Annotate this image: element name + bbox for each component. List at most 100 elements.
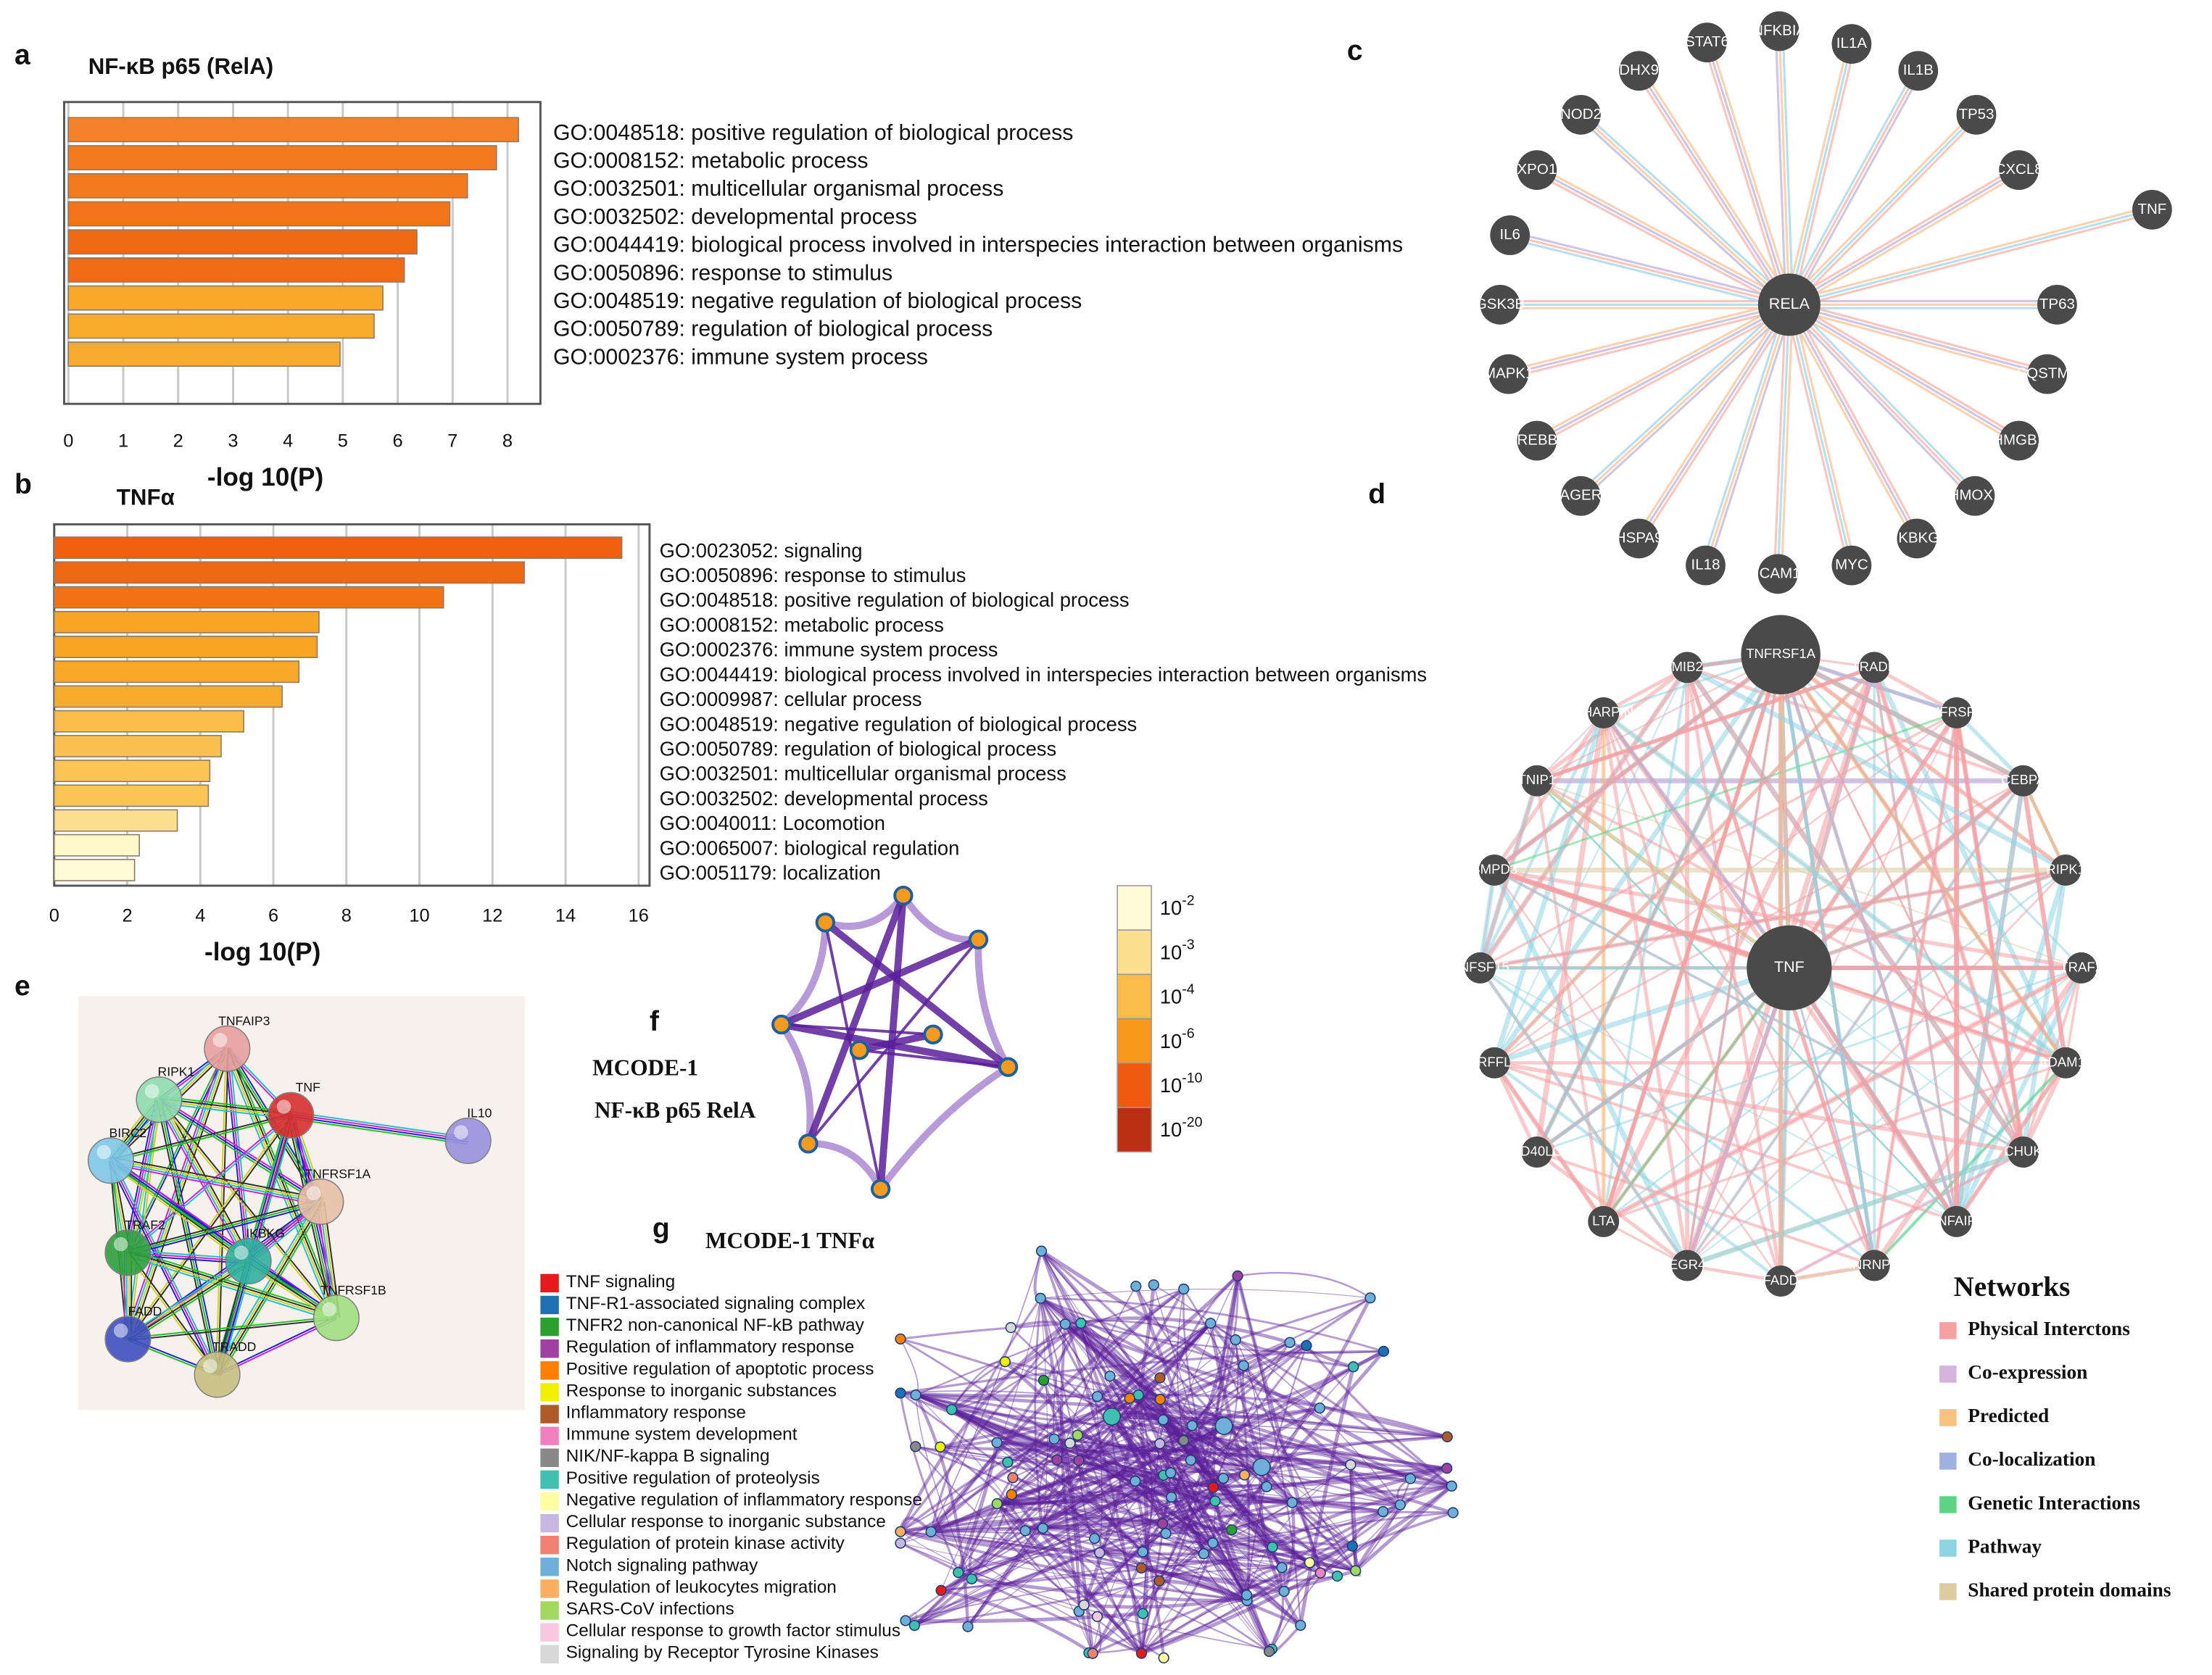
legend-label: Cellular response to growth factor stimu…: [566, 1621, 901, 1641]
node-label: RFFL: [1478, 1054, 1511, 1069]
network-node: [962, 1621, 974, 1632]
network-node: [1314, 1402, 1325, 1414]
network-node: [925, 1526, 937, 1537]
network-edge: [1536, 779, 2067, 1065]
network-edge: [930, 1250, 1043, 1532]
network-edge: [971, 1577, 1248, 1603]
legend-label: Positive regulation of apoptotic process: [566, 1359, 874, 1379]
network-edge: [1494, 868, 2024, 1154]
network-edge: [900, 1391, 1139, 1398]
node-highlight: [234, 1245, 249, 1260]
network-edge: [1491, 868, 1690, 1267]
network-edge: [914, 1446, 1143, 1654]
network-edge: [1080, 1322, 1338, 1577]
network-edge: [213, 1200, 319, 1373]
legend-label: Physical Interctons: [1968, 1318, 2130, 1339]
network-node: [1687, 22, 1727, 63]
network-edge: [1354, 1478, 1412, 1571]
node-label: FADD: [128, 1304, 162, 1318]
bar: [53, 784, 210, 807]
category-label: GO:0044419: biological process involved …: [553, 233, 1403, 257]
network-node: [1092, 1391, 1103, 1402]
network-node: [1135, 1562, 1147, 1574]
network-edge: [900, 1517, 1233, 1534]
colorbar-base: 10: [1160, 986, 1182, 1008]
network-edge: [900, 1531, 1098, 1617]
network-edge: [1602, 710, 2068, 1065]
network-edge: [1135, 1466, 1448, 1489]
colorbar-exponent: -6: [1182, 1026, 1195, 1042]
network-edge: [1635, 72, 1788, 307]
network-edge: [929, 1322, 1211, 1533]
network-edge: [1159, 1443, 1273, 1650]
network-edge: [129, 1263, 251, 1343]
network-edge: [1602, 712, 1689, 1266]
colorbar-base: 10: [1160, 942, 1182, 964]
network-node: [1157, 1414, 1169, 1426]
network-edge: [900, 894, 979, 944]
network-edge: [1212, 1461, 1351, 1489]
x-tick-label: 8: [502, 431, 513, 452]
network-edge: [1268, 1546, 1285, 1653]
network-edge: [1873, 665, 1958, 715]
network-node: [815, 913, 836, 933]
node-label: TNFRSF1B: [1922, 704, 1992, 719]
network-edge: [1784, 305, 1849, 567]
network-edge: [1040, 1297, 1192, 1461]
network-node: [1314, 1567, 1326, 1579]
network-node: [1898, 51, 1939, 91]
node-label: TRAF2: [2060, 959, 2103, 974]
network-edge: [1069, 1442, 1245, 1477]
network-node: [968, 929, 989, 949]
network-edge: [1780, 1151, 2023, 1282]
network-edge: [1641, 306, 1794, 541]
network-edge: [1182, 1439, 1311, 1565]
network-edge: [1033, 1250, 1043, 1300]
network-edge: [1702, 43, 1787, 307]
network-edge: [1774, 31, 1787, 305]
network-edge: [1138, 1297, 1371, 1396]
network-node: [1346, 1540, 1358, 1552]
network-edge: [1536, 780, 1958, 1223]
network-edge: [1043, 1510, 1454, 1530]
node-label: TNFRSF1B: [320, 1283, 386, 1297]
network-node: [1999, 150, 2039, 190]
legend-label: Positive regulation of proteolysis: [566, 1468, 820, 1488]
network-node: [1007, 1472, 1019, 1484]
network-node: [895, 1387, 906, 1399]
node-label: AGER: [1559, 487, 1602, 504]
network-node: [1465, 952, 1496, 984]
network-edge: [1536, 665, 1876, 784]
network-edge: [1138, 1393, 1412, 1481]
network-edge: [1578, 301, 1788, 494]
network-edge: [1776, 304, 1791, 574]
network-edge: [130, 1050, 231, 1341]
network-node: [1757, 273, 1820, 336]
network-edge: [1246, 1464, 1351, 1595]
network-edge: [160, 1097, 323, 1201]
network-edge: [1872, 712, 1959, 1266]
network-edge: [1785, 68, 1916, 304]
network-edge: [1182, 1288, 1263, 1468]
network-node: [1858, 1250, 1890, 1281]
category-label: GO:0002376: immune system process: [660, 639, 998, 661]
network-edge: [900, 1322, 1211, 1545]
legend-label: Predicted: [1968, 1405, 2049, 1426]
network-edge: [128, 1201, 321, 1254]
bar: [67, 257, 405, 283]
legend-swatch: [1939, 1583, 1957, 1600]
legend-swatch: [540, 1273, 559, 1293]
network-edge: [1788, 205, 2152, 303]
network-edge: [1580, 304, 1790, 497]
network-node: [1441, 1463, 1453, 1474]
node-label: TP63: [2039, 296, 2075, 312]
network-edge: [1686, 1263, 1781, 1283]
network-node: [1488, 354, 1529, 394]
network-edge: [1212, 1339, 1239, 1488]
colorbar-exponent: -3: [1182, 937, 1195, 953]
network-edge: [1789, 304, 2020, 442]
panel-letter: c: [1347, 36, 1363, 67]
network-edge: [1040, 1250, 1225, 1427]
network-edge: [1169, 1276, 1240, 1498]
network-edge: [126, 1255, 336, 1322]
